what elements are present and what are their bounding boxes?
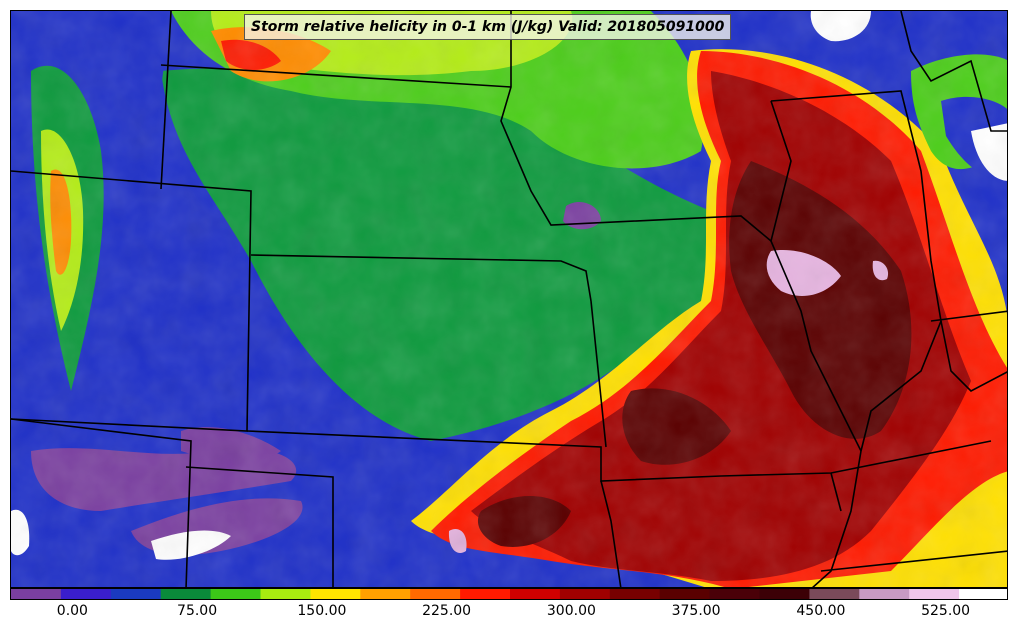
map-title: Storm relative helicity in 0-1 km (J/kg)… <box>244 14 732 40</box>
colorbar-swatch <box>110 589 162 599</box>
colorbar-tick-label: 75.00 <box>177 603 218 619</box>
colorbar-swatch <box>859 589 910 599</box>
colorbar-swatch <box>310 589 361 599</box>
colorbar-swatch <box>11 589 62 599</box>
colorbar-tick-label: 300.00 <box>546 603 596 619</box>
helicity-map <box>10 10 1008 588</box>
colorbar-swatch <box>909 589 960 599</box>
colorbar-swatch <box>210 589 261 599</box>
colorbar-tick-label: 225.00 <box>422 603 472 619</box>
colorbar-swatch <box>410 589 461 599</box>
colorbar-swatch <box>360 589 411 599</box>
colorbar-tick-label: 375.00 <box>671 603 721 619</box>
field-texture <box>11 11 1007 587</box>
colorbar-swatch <box>709 589 760 599</box>
colorbar-tick-label: 150.00 <box>297 603 347 619</box>
colorbar <box>10 588 1008 600</box>
colorbar-swatch <box>160 589 212 599</box>
colorbar-swatch <box>759 589 810 599</box>
state-borders <box>11 11 1007 587</box>
colorbar-swatch <box>959 589 1007 599</box>
colorbar-swatch <box>609 589 661 599</box>
colorbar-swatch <box>559 589 611 599</box>
colorbar-swatches <box>11 589 1007 599</box>
colorbar-swatch <box>260 589 311 599</box>
colorbar-tick-label: 450.00 <box>796 603 846 619</box>
colorbar-tick-label: 0.00 <box>56 603 88 619</box>
colorbar-swatch <box>60 589 112 599</box>
colorbar-swatch <box>809 589 860 599</box>
colorbar-tick-label: 525.00 <box>921 603 971 619</box>
colorbar-swatch <box>460 589 511 599</box>
colorbar-swatch <box>510 589 561 599</box>
colorbar-swatch <box>659 589 711 599</box>
map-canvas <box>11 11 1007 587</box>
